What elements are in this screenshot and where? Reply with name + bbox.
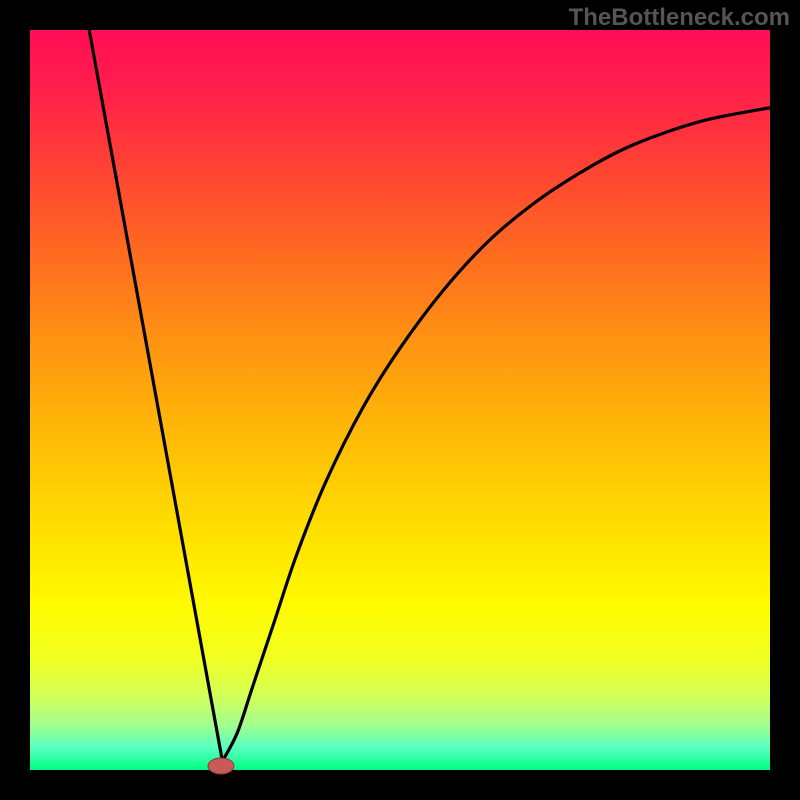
minimum-marker (207, 758, 234, 775)
watermark-text: TheBottleneck.com (569, 4, 790, 32)
plot-area (30, 30, 770, 770)
curve-layer (30, 30, 770, 770)
right-branch (222, 108, 770, 761)
left-line (89, 30, 222, 761)
